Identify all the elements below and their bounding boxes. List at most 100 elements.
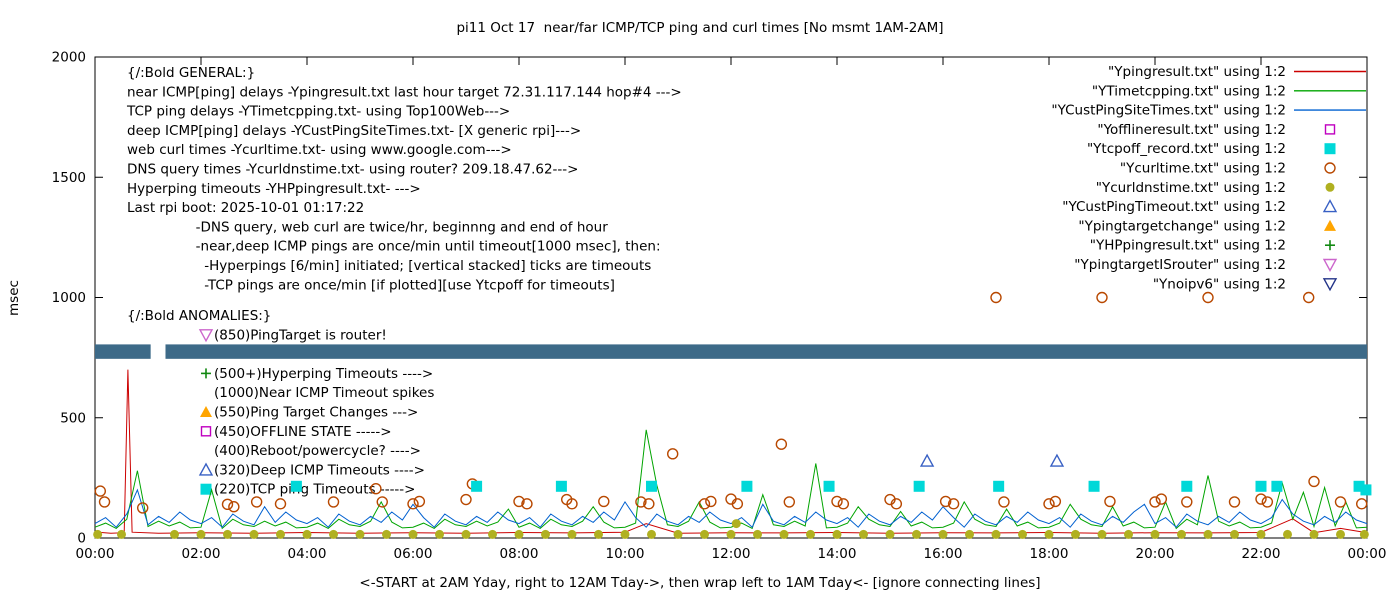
series-point-Ycurldnstime.txt: [885, 529, 895, 539]
series-point-Ytcpoff_record.txt: [1255, 480, 1267, 492]
legend-label: "YpingtargetISrouter" using 1:2: [1074, 257, 1286, 273]
legend-label: "Ycurldnstime.txt" using 1:2: [1096, 180, 1286, 196]
anomaly-marker: [198, 462, 214, 476]
series-point-Ycurldnstime.txt: [1018, 529, 1027, 539]
x-tick-label: 00:00: [1348, 546, 1387, 562]
series-point-Ycurldnstime.txt: [673, 529, 683, 539]
series-point-Ycurldnstime.txt: [408, 529, 418, 539]
series-point-Ycurltime.txt: [136, 502, 149, 514]
legend-label: "Yofflineresult.txt" using 1:2: [1097, 122, 1286, 138]
chart-title: pi11 Oct 17 near/far ICMP/TCP ping and c…: [456, 20, 944, 36]
annotation-general-line: web curl times -Ycurltime.txt- using www…: [127, 142, 512, 158]
x-tick-label: 16:00: [924, 546, 963, 562]
legend-label: "Ypingtargetchange" using 1:2: [1078, 218, 1286, 234]
series-point-Ycurldnstime.txt: [832, 529, 842, 539]
annotation-anomaly-line: (220)TCP ping Timeouts ----->: [214, 482, 416, 498]
series-point-Ycurldnstime.txt: [514, 529, 524, 539]
series-point-Ycurltime.txt: [890, 498, 903, 510]
series-point-Ycurltime.txt: [1228, 496, 1241, 508]
x-tick-label: 04:00: [288, 546, 327, 562]
legend-marker-sample: [1324, 162, 1336, 174]
series-point-Ycurldnstime.txt: [223, 529, 232, 539]
series-point-Ycurltime.txt: [1261, 496, 1274, 508]
series-point-Ycurltime.txt: [513, 495, 525, 508]
series-point-Ycurltime.txt: [1096, 291, 1108, 304]
x-tick-label: 02:00: [182, 546, 221, 562]
series-point-Ycurldnstime.txt: [461, 529, 471, 539]
annotation-anomaly-line: (550)Ping Target Changes --->: [214, 405, 418, 421]
series-point-Ycurltime.txt: [407, 498, 419, 510]
series-point-Ycurldnstime.txt: [249, 529, 259, 539]
annotation-general-line: -near,deep ICMP pings are once/min until…: [127, 239, 661, 255]
series-point-Ycurldnstime.txt: [93, 529, 103, 539]
series-point-Ycurldnstime.txt: [753, 529, 762, 539]
series-point-Ycurltime.txt: [705, 495, 717, 508]
x-tick-label: 14:00: [818, 546, 857, 562]
annotation-general-line: Hyperping timeouts -YHPpingresult.txt- -…: [127, 181, 421, 197]
series-point-Ycurltime.txt: [228, 501, 240, 513]
annotation-anomaly-line: (400)Reboot/powercycle? ---->: [214, 443, 421, 459]
series-point-Ytcpoff_record.txt: [741, 480, 753, 492]
series-point-Ycurldnstime.txt: [1097, 529, 1107, 539]
series-point-Ycurltime.txt: [1202, 291, 1214, 304]
series-point-Ycurltime.txt: [643, 498, 655, 510]
series-point-Ycurldnstime.txt: [567, 529, 577, 539]
series-point-Ycurltime.txt: [1334, 496, 1347, 508]
series-point-Ycurldnstime.txt: [731, 519, 741, 529]
legend-label: "YHPpingresult.txt" using 1:2: [1090, 238, 1286, 254]
series-point-Ycurldnstime.txt: [991, 529, 1001, 539]
legend-marker-sample: [1322, 258, 1338, 272]
series-point-Ycurltime.txt: [1149, 496, 1161, 508]
series-point-Ycurltime.txt: [1308, 475, 1320, 488]
annotation-general-line: Last rpi boot: 2025-10-01 01:17:22: [127, 200, 364, 216]
annotation-anomaly-line: (1000)Near ICMP Timeout spikes: [214, 385, 434, 401]
series-point-Ycurldnstime.txt: [726, 529, 736, 539]
annotation-general-line: -DNS query, web curl are twice/hr, begin…: [127, 219, 608, 235]
series-point-Ycurldnstime.txt: [1256, 529, 1266, 539]
series-point-Ytcpoff_record.txt: [1088, 480, 1100, 492]
series-point-Ycurldnstime.txt: [1309, 529, 1319, 539]
anomaly-marker: [200, 483, 212, 495]
y-tick-label: 1500: [52, 170, 86, 186]
series-point-Ycurltime.txt: [598, 495, 610, 508]
legend-marker-sample: [1322, 199, 1338, 213]
series-line-YCustPingSiteTimes.txt: [94, 488, 1368, 529]
anomaly-marker: [200, 406, 212, 417]
band-Ynoipv6: [165, 344, 1368, 359]
anomaly-marker: [198, 329, 214, 343]
series-point-Ytcpoff_record.txt: [555, 480, 567, 492]
annotation-general-line: deep ICMP[ping] delays -YCustPingSiteTim…: [127, 123, 581, 139]
series-point-Ycurldnstime.txt: [806, 529, 815, 539]
x-tick-label: 22:00: [1242, 546, 1281, 562]
x-tick-label: 20:00: [1136, 546, 1175, 562]
series-point-Ycurltime.txt: [250, 496, 263, 508]
series-point-Ycurldnstime.txt: [1124, 529, 1133, 539]
annotation-general-line: TCP ping delays -YTimetcpping.txt- using…: [126, 104, 510, 120]
series-point-Ycurldnstime.txt: [1359, 529, 1369, 539]
annotation-general-line: DNS query times -Ycurldnstime.txt- using…: [127, 162, 578, 178]
series-point-Ycurltime.txt: [566, 498, 578, 510]
legend-marker-sample: [1322, 278, 1338, 292]
series-point-Ycurltime.txt: [667, 448, 679, 460]
annotation-general-line: {/:Bold GENERAL:}: [127, 65, 255, 81]
x-tick-label: 08:00: [500, 546, 539, 562]
series-point-Ycurltime.txt: [947, 498, 960, 510]
series-point-Ycurldnstime.txt: [329, 529, 338, 539]
band-Ynoipv6: [95, 344, 151, 359]
legend-label: "Ytcpoff_record.txt" using 1:2: [1087, 141, 1286, 157]
legend-marker-sample: [1324, 124, 1336, 135]
legend-label: "YCustPingTimeout.txt" using 1:2: [1062, 199, 1286, 215]
x-tick-label: 00:00: [76, 546, 115, 562]
series-point-Ycurldnstime.txt: [196, 529, 206, 539]
series-point-Ycurltime.txt: [1181, 496, 1193, 508]
series-point-Ycurldnstime.txt: [938, 529, 948, 539]
x-tick-label: 18:00: [1030, 546, 1069, 562]
series-point-Ycurltime.txt: [731, 498, 744, 510]
series-point-Ycurldnstime.txt: [912, 529, 921, 539]
y-tick-label: 500: [60, 410, 86, 426]
series-point-Ycurldnstime.txt: [1230, 529, 1239, 539]
series-point-Ycurltime.txt: [1302, 291, 1315, 304]
series-point-Ytcpoff_record.txt: [646, 480, 657, 492]
